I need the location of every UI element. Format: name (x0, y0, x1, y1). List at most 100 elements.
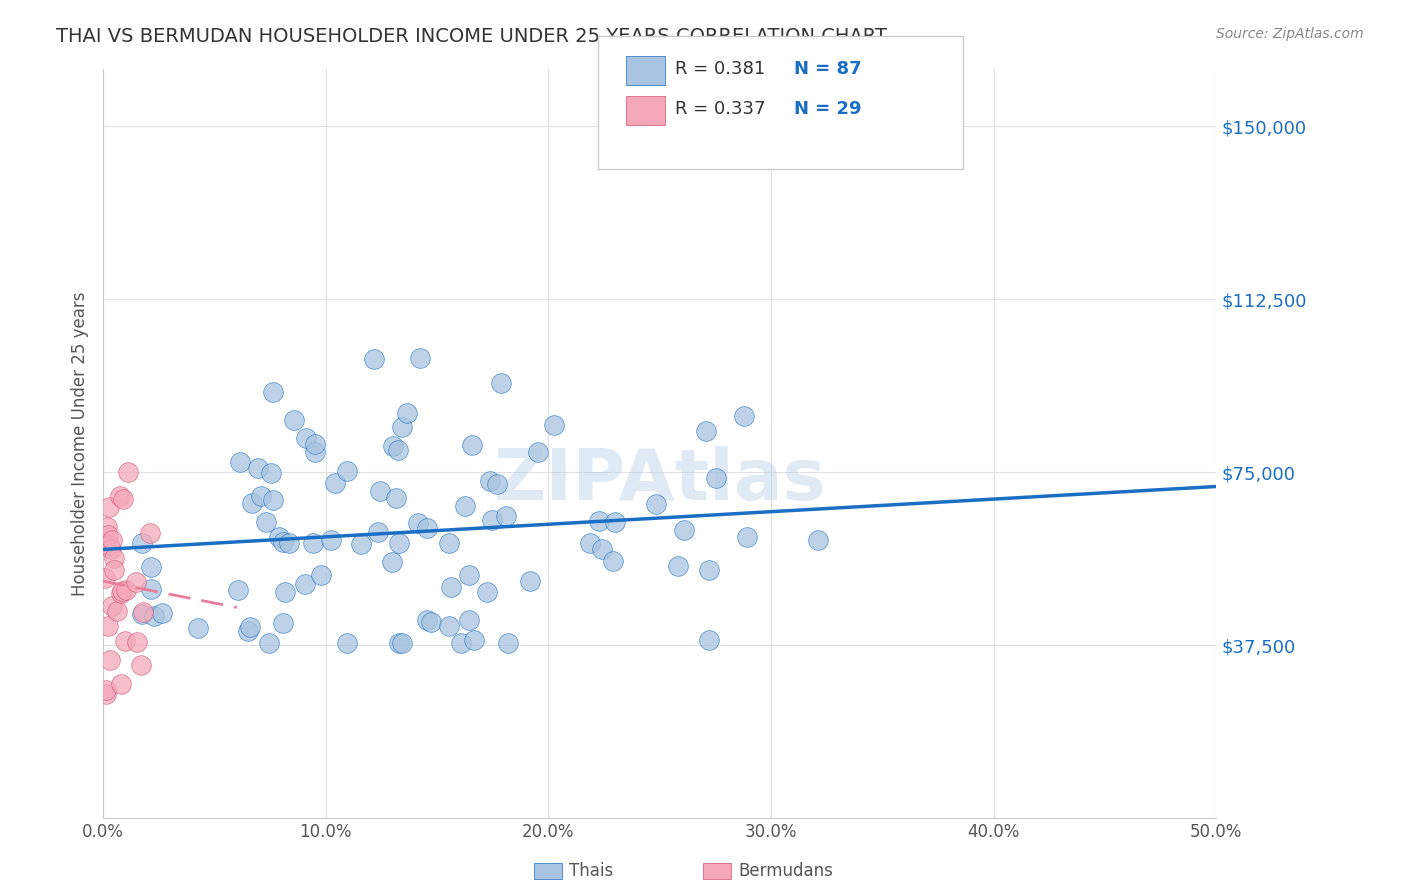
Point (416, 521, 439, 535)
Point (273, 585, 295, 599)
Point (110, 586, 132, 600)
Point (807, 533, 830, 547)
Point (733, 409, 755, 424)
Point (94, 536, 117, 550)
Point (283, 413, 305, 427)
Point (108, 489, 131, 503)
Point (114, 582, 136, 597)
Point (267, 530, 290, 544)
Text: THAI VS BERMUDAN HOUSEHOLDER INCOME UNDER 25 YEARS CORRELATION CHART: THAI VS BERMUDAN HOUSEHOLDER INCOME UNDE… (56, 27, 887, 45)
Point (591, 541, 613, 556)
Point (100, 653, 122, 667)
Point (603, 515, 626, 529)
Point (336, 636, 359, 650)
Point (454, 499, 477, 513)
Text: ZIPAtlas: ZIPAtlas (494, 447, 825, 516)
Point (336, 464, 359, 478)
Point (543, 418, 565, 433)
Point (489, 376, 512, 390)
Point (495, 509, 517, 524)
Point (645, 497, 668, 511)
Point (131, 607, 153, 621)
Point (527, 445, 550, 459)
Point (101, 599, 124, 614)
Point (117, 465, 139, 479)
Point (127, 635, 149, 649)
Point (94, 687, 117, 701)
Point (391, 636, 413, 650)
Point (439, 619, 461, 633)
Point (139, 582, 162, 597)
Point (262, 493, 284, 508)
Point (391, 419, 413, 434)
Point (409, 351, 432, 366)
Point (695, 425, 717, 439)
Point (588, 515, 610, 529)
Point (458, 613, 481, 627)
Point (294, 577, 316, 591)
Point (278, 535, 301, 549)
Point (578, 536, 600, 550)
Point (238, 624, 260, 639)
Point (388, 536, 411, 550)
Point (319, 533, 342, 547)
Point (301, 536, 323, 550)
Point (735, 531, 758, 545)
Point (150, 607, 173, 621)
Point (309, 568, 332, 582)
Point (479, 474, 502, 488)
Point (131, 536, 153, 550)
Point (294, 431, 316, 445)
Point (139, 560, 162, 574)
Point (485, 477, 508, 491)
Point (519, 574, 541, 589)
Text: Thais: Thais (569, 862, 613, 880)
Point (704, 471, 727, 485)
Point (672, 523, 695, 537)
Point (440, 580, 463, 594)
Point (228, 455, 250, 469)
Point (105, 604, 128, 618)
Point (125, 574, 148, 589)
Point (419, 615, 441, 629)
Point (367, 525, 389, 540)
Point (697, 563, 720, 577)
Point (228, 583, 250, 598)
Point (131, 658, 153, 673)
Point (97, 619, 120, 633)
Point (100, 541, 122, 556)
Point (254, 516, 277, 530)
Text: R = 0.381: R = 0.381 (675, 60, 765, 78)
Point (186, 622, 208, 636)
Point (111, 583, 134, 598)
Point (247, 460, 270, 475)
Point (697, 633, 720, 648)
Point (304, 445, 326, 459)
Point (260, 466, 283, 480)
Point (96, 519, 118, 533)
Point (387, 636, 409, 650)
Y-axis label: Householder Income Under 25 years: Householder Income Under 25 years (72, 292, 89, 596)
Point (240, 496, 263, 510)
Point (94, 571, 117, 585)
Point (111, 492, 134, 507)
Point (101, 533, 124, 548)
Point (396, 406, 419, 420)
Point (103, 563, 125, 577)
Point (387, 443, 409, 458)
Point (257, 636, 280, 650)
Point (406, 516, 429, 530)
Point (602, 554, 624, 568)
Point (458, 568, 481, 582)
Point (368, 484, 391, 499)
Point (98, 538, 121, 552)
Point (496, 636, 519, 650)
Point (114, 634, 136, 648)
Point (250, 489, 273, 503)
Point (439, 536, 461, 550)
Point (103, 551, 125, 566)
Point (475, 585, 498, 599)
Text: Bermudans: Bermudans (738, 862, 832, 880)
Point (363, 352, 385, 367)
Text: N = 87: N = 87 (794, 60, 862, 78)
